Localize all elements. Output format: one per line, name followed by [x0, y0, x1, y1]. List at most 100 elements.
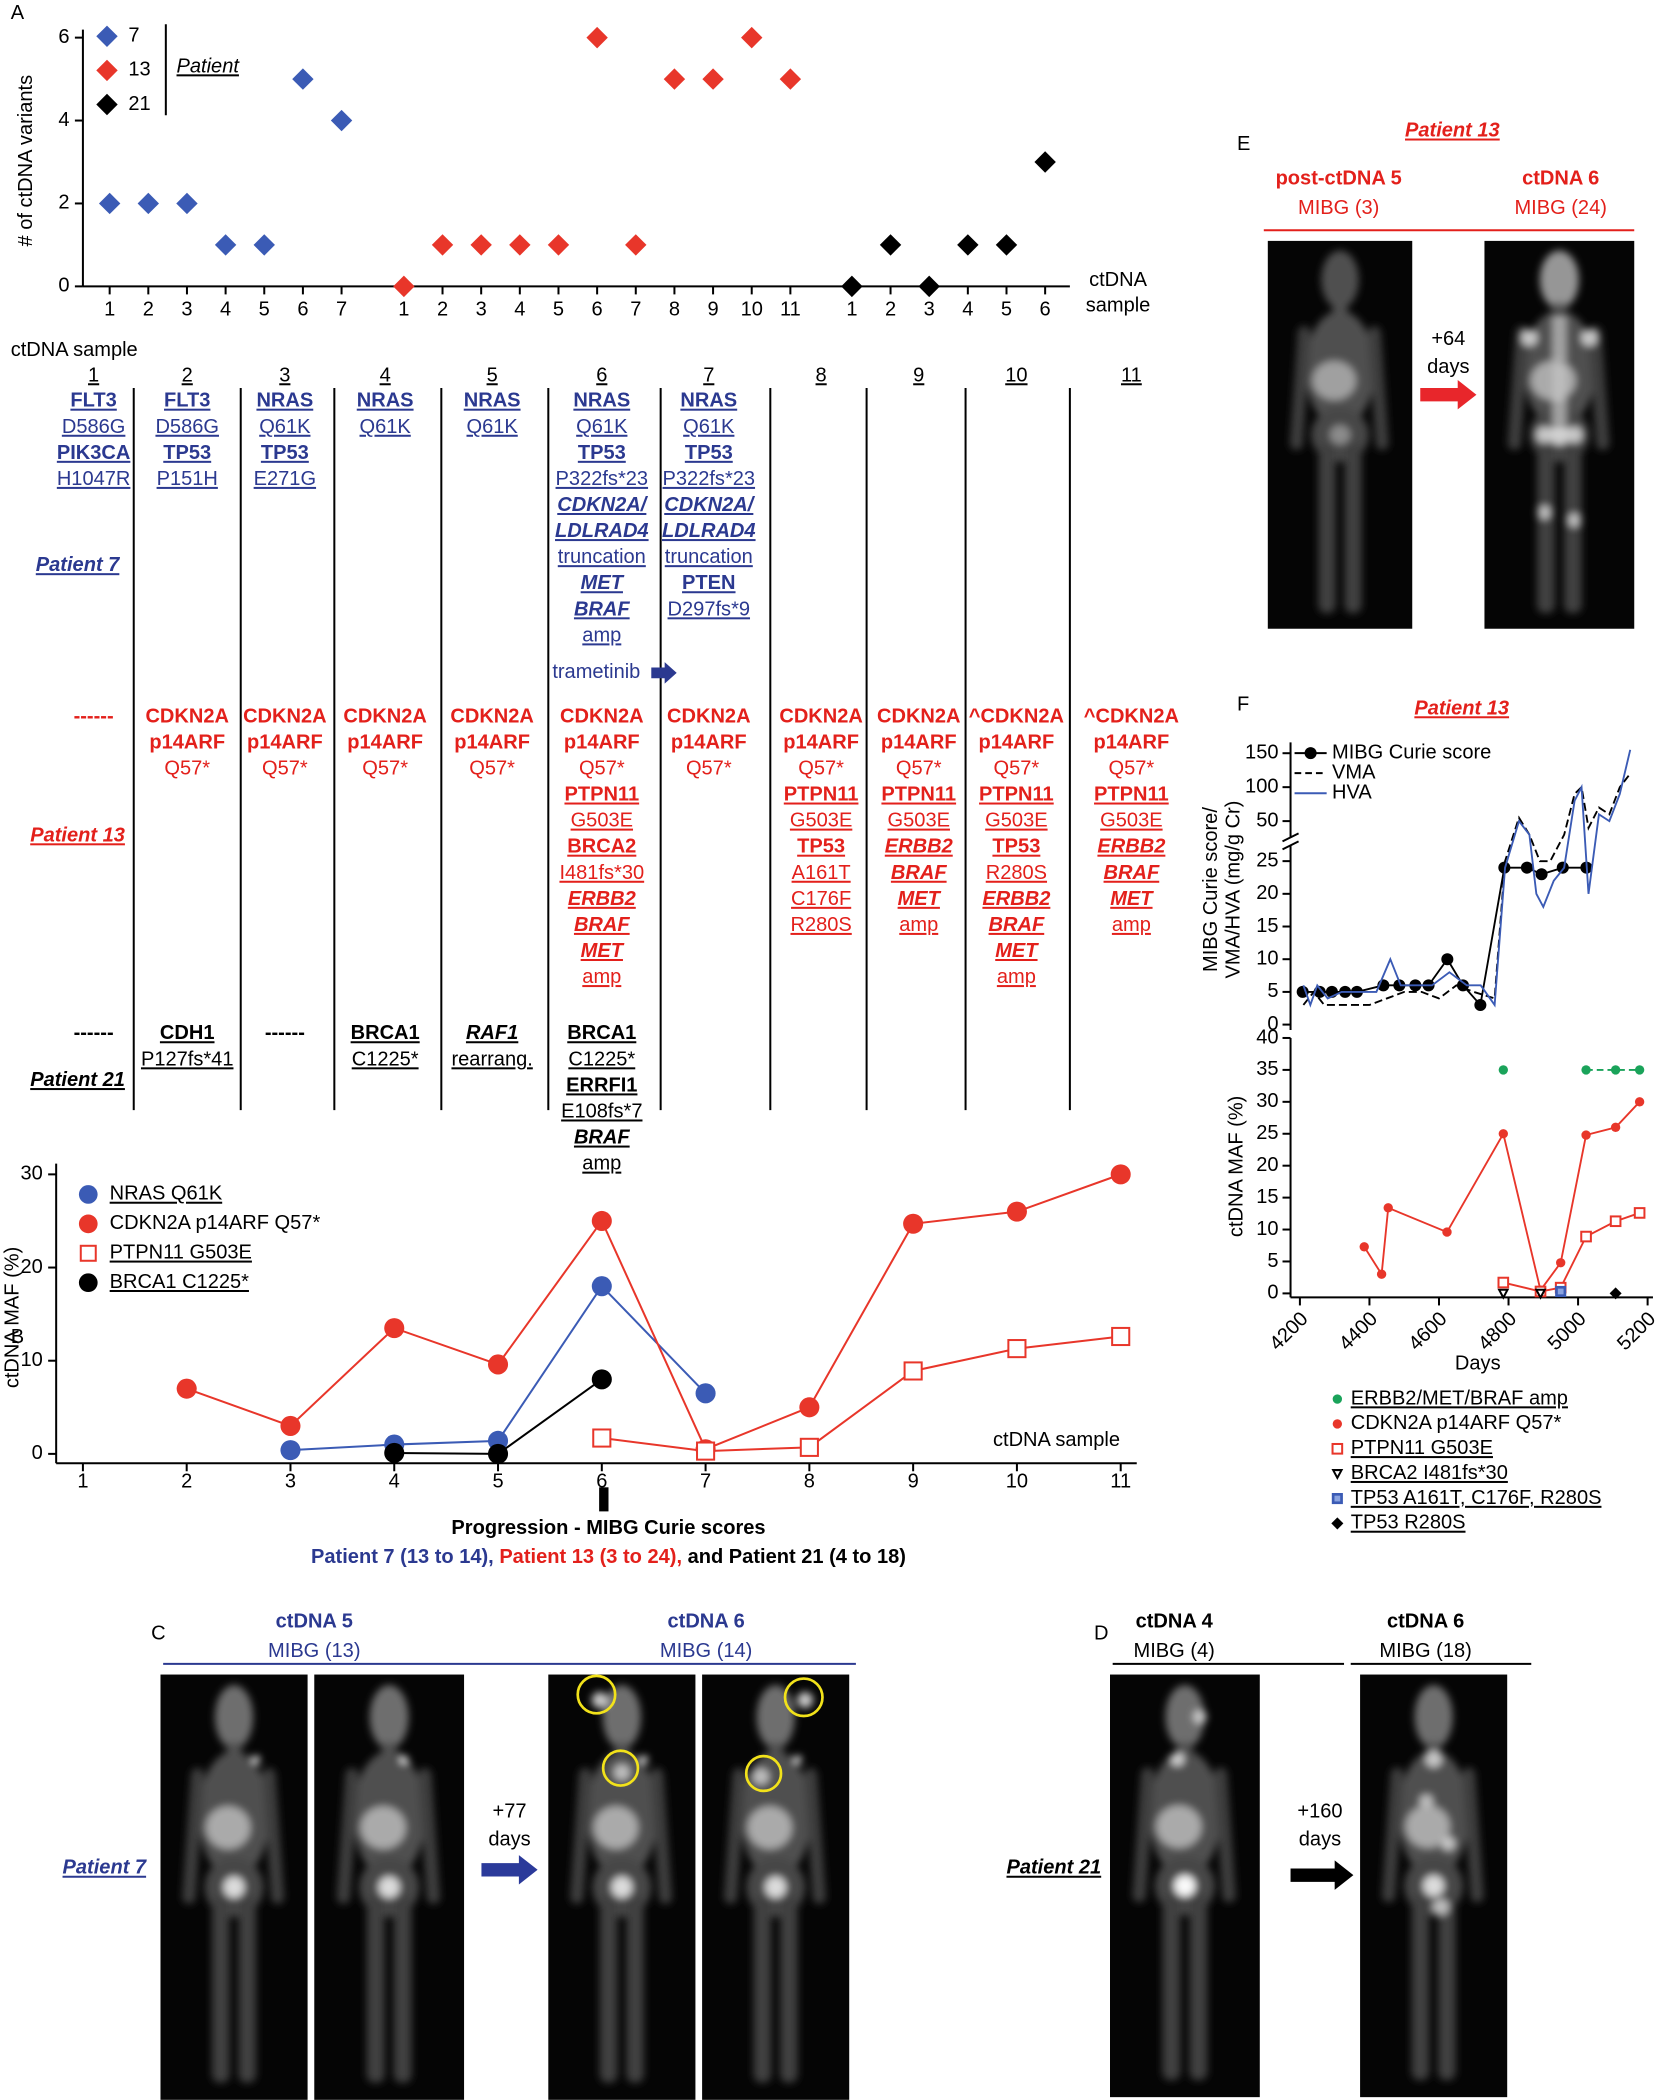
uptake	[613, 1764, 630, 1781]
variant: Q61K	[259, 416, 311, 438]
point	[591, 1369, 612, 1390]
point	[1474, 998, 1487, 1011]
point	[1497, 1276, 1510, 1289]
point	[487, 1443, 509, 1464]
bladder	[611, 1876, 633, 1898]
arrow	[481, 1855, 538, 1885]
point	[1110, 1164, 1131, 1185]
point	[918, 275, 940, 298]
panel-label: C	[151, 1623, 165, 1645]
y-tick-label: 4	[58, 109, 69, 131]
x-tick-label: 4400	[1335, 1308, 1382, 1355]
body-silhouette	[570, 1685, 673, 2083]
gene: p14ARF	[881, 731, 957, 753]
point	[487, 1354, 509, 1375]
point	[1393, 979, 1406, 992]
point	[280, 1440, 301, 1461]
gene: CDKN2A/	[664, 494, 756, 516]
point	[509, 234, 531, 256]
liver	[1156, 1805, 1202, 1848]
point	[1520, 861, 1533, 874]
arm	[650, 1768, 673, 1904]
column-header: 4	[380, 364, 391, 386]
bladder	[1423, 1875, 1444, 1897]
variant: Q57*	[896, 757, 942, 779]
gene: MET	[581, 940, 625, 962]
point	[591, 1276, 612, 1297]
point	[591, 1210, 612, 1231]
legend-label: TP53 R280S	[1351, 1512, 1466, 1534]
liver	[593, 1806, 639, 1849]
head	[1414, 1685, 1453, 1749]
point	[78, 1214, 98, 1234]
body-silhouette	[1382, 1685, 1484, 2081]
y-tick-label: 30	[20, 1163, 42, 1185]
point	[1331, 1492, 1343, 1505]
leg	[393, 1895, 412, 2083]
gene: PTPN11	[1094, 784, 1169, 806]
column-header: 9	[913, 364, 924, 386]
x-tick-label: 4600	[1405, 1308, 1452, 1355]
x-tick-label: 2	[437, 299, 448, 321]
gene: ^CDKN2A	[1084, 705, 1179, 727]
point	[1331, 1517, 1344, 1530]
point	[384, 1318, 405, 1339]
body-silhouette	[336, 1685, 441, 2083]
scan-score: MIBG (4)	[1134, 1640, 1215, 1662]
variant: Q57*	[686, 757, 732, 779]
point	[903, 1213, 924, 1234]
point	[1609, 1215, 1622, 1228]
point	[799, 1397, 820, 1418]
bladder	[223, 1876, 245, 1898]
gene: NRAS	[573, 390, 630, 412]
x-tick-label: 4	[220, 299, 231, 321]
point	[1296, 985, 1309, 998]
point	[1634, 1097, 1645, 1107]
gene: ERBB2	[1097, 836, 1165, 858]
gene: CDKN2A	[243, 705, 327, 727]
legend-label: MIBG Curie score	[1332, 741, 1491, 763]
uptake	[1419, 1794, 1433, 1809]
variant: D297fs*9	[668, 598, 750, 620]
leg	[1344, 442, 1362, 614]
legend-marker	[1304, 747, 1317, 760]
point	[1498, 1065, 1508, 1075]
y-tick-label: 5	[1267, 980, 1278, 1002]
panel-label: A	[11, 2, 25, 24]
y-tick-label: 15	[1256, 1186, 1278, 1208]
variant: R280S	[790, 914, 851, 936]
arm	[1588, 326, 1610, 451]
y-tick-label: 2	[58, 192, 69, 214]
panel-label: F	[1237, 693, 1249, 715]
legend-label: PTPN11 G503E	[110, 1242, 252, 1264]
y-tick-label: 150	[1245, 742, 1278, 764]
x-tick-label: 1	[398, 299, 409, 321]
gene: p14ARF	[564, 731, 640, 753]
point	[903, 1361, 923, 1381]
leg	[211, 1895, 230, 2083]
x-tick-label: 4200	[1265, 1308, 1312, 1355]
legend-label: 21	[128, 93, 150, 115]
y-tick-label: 5	[1267, 1250, 1278, 1272]
x-tick-label: 5000	[1544, 1308, 1591, 1355]
legend-label: CDKN2A p14ARF Q57*	[110, 1212, 321, 1234]
uptake	[639, 1755, 648, 1764]
arm	[1132, 1767, 1155, 1903]
x-axis-label: ctDNA sample	[993, 1429, 1120, 1451]
gene: BRAF	[574, 1127, 630, 1149]
legend-label: PTPN11 G503E	[1351, 1437, 1493, 1459]
lesion-marker	[783, 1677, 824, 1718]
gene: CDKN2A	[667, 705, 751, 727]
x-axis-label-line: sample	[1086, 295, 1151, 317]
point	[799, 1437, 819, 1457]
arm	[723, 1768, 746, 1904]
leg	[1189, 1894, 1208, 2081]
variant: D586G	[155, 416, 219, 438]
point	[696, 1441, 716, 1461]
point	[1498, 1129, 1508, 1139]
gene: NRAS	[357, 390, 414, 412]
variant: amp	[582, 1153, 621, 1175]
y-tick-label: 6	[58, 26, 69, 48]
variant: Q61K	[683, 416, 735, 438]
